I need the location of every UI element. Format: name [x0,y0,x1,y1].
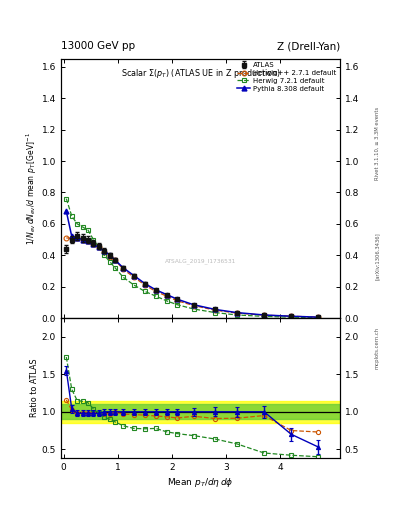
Herwig 7.2.1 default [213,310,218,316]
Herwig++ 2.7.1 default [175,298,180,304]
Legend: ATLAS, Herwig++ 2.7.1 default, Herwig 7.2.1 default, Pythia 8.308 default: ATLAS, Herwig++ 2.7.1 default, Herwig 7.… [235,61,338,93]
Herwig 7.2.1 default [289,314,294,320]
Herwig++ 2.7.1 default [289,313,294,319]
Herwig++ 2.7.1 default [107,254,112,260]
Herwig++ 2.7.1 default [113,257,118,263]
Herwig 7.2.1 default [143,288,147,294]
Herwig++ 2.7.1 default [70,235,74,241]
Pythia 8.308 default [213,306,218,312]
Herwig++ 2.7.1 default [262,312,266,318]
Pythia 8.308 default [86,238,90,244]
Herwig++ 2.7.1 default [64,235,69,241]
Line: Herwig 7.2.1 default: Herwig 7.2.1 default [64,196,321,320]
Pythia 8.308 default [64,208,69,215]
Herwig++ 2.7.1 default [132,274,136,281]
Pythia 8.308 default [113,257,118,263]
Herwig 7.2.1 default [86,227,90,233]
Pythia 8.308 default [235,310,239,316]
Herwig++ 2.7.1 default [191,303,196,309]
Herwig++ 2.7.1 default [102,249,107,255]
Herwig++ 2.7.1 default [91,241,96,247]
Text: [arXiv:1306.3436]: [arXiv:1306.3436] [375,232,380,280]
Herwig++ 2.7.1 default [153,288,158,294]
Pythia 8.308 default [121,265,126,271]
Y-axis label: Ratio to ATLAS: Ratio to ATLAS [30,359,39,417]
Text: Z (Drell-Yan): Z (Drell-Yan) [277,41,340,51]
Herwig 7.2.1 default [175,302,180,308]
Pythia 8.308 default [97,244,101,250]
Pythia 8.308 default [175,296,180,302]
Herwig 7.2.1 default [235,312,239,318]
Herwig 7.2.1 default [121,274,126,281]
Herwig 7.2.1 default [153,293,158,299]
Herwig++ 2.7.1 default [213,307,218,313]
Herwig 7.2.1 default [70,213,74,219]
Herwig++ 2.7.1 default [80,237,85,243]
Herwig 7.2.1 default [102,252,107,259]
Herwig 7.2.1 default [107,259,112,265]
Pythia 8.308 default [91,241,96,247]
Pythia 8.308 default [164,291,169,297]
Herwig 7.2.1 default [132,282,136,288]
Herwig 7.2.1 default [191,306,196,312]
Line: Pythia 8.308 default: Pythia 8.308 default [64,209,321,319]
Herwig 7.2.1 default [80,224,85,230]
Text: ATSALG_2019_I1736531: ATSALG_2019_I1736531 [165,258,236,264]
Pythia 8.308 default [143,281,147,287]
Herwig++ 2.7.1 default [121,266,126,272]
Herwig 7.2.1 default [316,314,321,321]
Text: mcplots.cern.ch: mcplots.cern.ch [375,327,380,369]
Pythia 8.308 default [102,247,107,253]
X-axis label: Mean $p_T/d\eta\,d\phi$: Mean $p_T/d\eta\,d\phi$ [167,476,234,489]
Line: Herwig++ 2.7.1 default: Herwig++ 2.7.1 default [64,236,321,319]
Herwig++ 2.7.1 default [235,310,239,316]
Herwig 7.2.1 default [91,237,96,243]
Herwig++ 2.7.1 default [164,293,169,299]
Herwig++ 2.7.1 default [75,235,79,241]
Text: 13000 GeV pp: 13000 GeV pp [61,41,135,51]
Pythia 8.308 default [70,233,74,240]
Pythia 8.308 default [262,312,266,318]
Herwig 7.2.1 default [262,313,266,319]
Herwig 7.2.1 default [75,221,79,227]
Herwig++ 2.7.1 default [86,238,90,244]
Pythia 8.308 default [107,252,112,259]
Herwig 7.2.1 default [113,265,118,271]
Herwig++ 2.7.1 default [143,282,147,288]
Pythia 8.308 default [191,302,196,308]
Pythia 8.308 default [289,313,294,319]
Text: Scalar $\Sigma(p_T)$ (ATLAS UE in Z production): Scalar $\Sigma(p_T)$ (ATLAS UE in Z prod… [121,67,280,80]
Y-axis label: $1/N_{ev}\,dN_{ev}/d$ mean $p_T\,[\mathrm{GeV}]^{-1}$: $1/N_{ev}\,dN_{ev}/d$ mean $p_T\,[\mathr… [24,132,39,245]
Pythia 8.308 default [75,235,79,241]
Text: Rivet 3.1.10, ≥ 3.3M events: Rivet 3.1.10, ≥ 3.3M events [375,106,380,180]
Herwig++ 2.7.1 default [316,314,321,320]
Herwig 7.2.1 default [164,298,169,304]
Herwig 7.2.1 default [97,244,101,250]
Herwig++ 2.7.1 default [97,244,101,250]
Pythia 8.308 default [153,287,158,293]
Pythia 8.308 default [80,237,85,243]
Pythia 8.308 default [316,314,321,320]
Pythia 8.308 default [132,272,136,279]
Herwig 7.2.1 default [64,196,69,202]
